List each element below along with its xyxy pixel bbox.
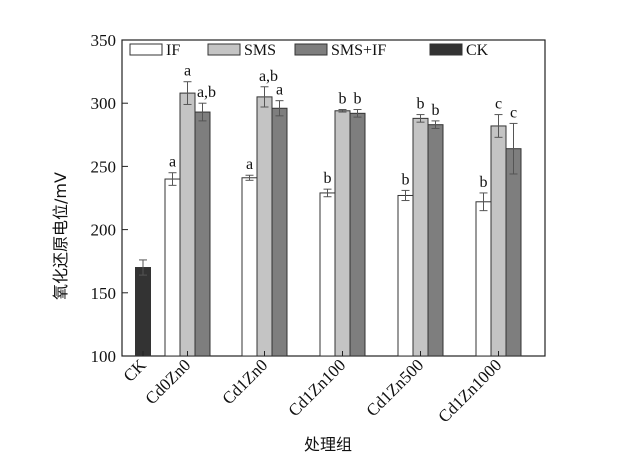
bar — [194, 111, 211, 357]
bar — [164, 178, 181, 357]
bar — [135, 267, 151, 357]
significance-label: b — [402, 171, 410, 188]
y-tick-label: 300 — [91, 94, 117, 113]
bar — [505, 148, 522, 357]
x-tick-label: CK — [120, 355, 151, 386]
significance-label: c — [510, 104, 517, 121]
legend-swatch — [429, 43, 463, 56]
significance-label: a,b — [259, 68, 278, 85]
bar — [397, 194, 414, 357]
x-axis-title: 处理组 — [304, 435, 352, 454]
y-tick-label: 150 — [91, 284, 117, 303]
bar — [319, 192, 336, 357]
x-tick-label: Cd0Zn0 — [141, 355, 194, 408]
bar — [475, 201, 492, 357]
bar — [490, 125, 507, 357]
significance-label: b — [417, 96, 425, 113]
significance-label: b — [339, 91, 347, 108]
significance-label: a — [169, 154, 176, 171]
y-tick-label: 100 — [91, 347, 117, 366]
significance-label: c — [495, 96, 502, 113]
bar — [271, 107, 288, 357]
x-tick-label: Cd1Zn100 — [284, 355, 349, 420]
bar — [256, 96, 273, 357]
bar — [349, 112, 366, 357]
legend-swatch — [129, 43, 163, 56]
x-tick-label: Cd1Zn1000 — [434, 355, 505, 426]
significance-label: b — [432, 102, 440, 119]
legend-label: CK — [466, 42, 489, 59]
x-tick-label: Cd1Zn500 — [362, 355, 427, 420]
significance-label: a,b — [197, 84, 216, 101]
significance-label: b — [324, 170, 332, 187]
legend-swatch — [207, 43, 241, 56]
significance-label: a — [276, 82, 283, 99]
y-tick-label: 250 — [91, 157, 117, 176]
legend-label: SMS+IF — [331, 42, 386, 59]
significance-label: b — [480, 174, 488, 191]
y-axis-title: 氧化还原电位/mV — [51, 172, 70, 300]
bar — [427, 124, 444, 357]
legend-label: SMS — [244, 42, 276, 59]
significance-label: b — [354, 91, 362, 108]
significance-label: a — [246, 156, 253, 173]
bar — [179, 92, 196, 357]
y-tick-label: 350 — [91, 31, 117, 50]
legend-swatch — [294, 43, 328, 56]
legend-label: IF — [166, 42, 180, 59]
y-tick-label: 200 — [91, 221, 117, 240]
significance-label: a — [184, 63, 191, 80]
bar — [412, 117, 429, 357]
bar — [334, 110, 351, 357]
bar — [241, 177, 258, 357]
x-tick-label: Cd1Zn0 — [218, 355, 271, 408]
